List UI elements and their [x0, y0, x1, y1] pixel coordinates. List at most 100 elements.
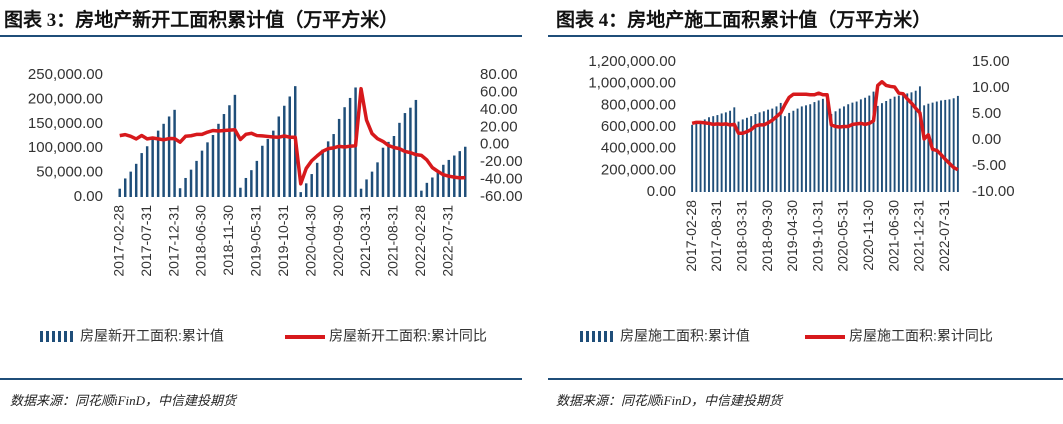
y2-tick-label: 60.00	[480, 83, 518, 100]
bar	[458, 151, 462, 197]
footer-rule	[548, 378, 1063, 380]
bar	[387, 141, 390, 197]
bar	[927, 103, 930, 192]
bar	[206, 142, 209, 197]
bar	[695, 122, 698, 192]
bar	[414, 99, 418, 197]
y2-tick-label: -20.00	[480, 153, 523, 170]
legend-label: 房屋施工面积:累计值	[620, 328, 750, 344]
bar	[332, 134, 335, 197]
x-tick-label: 2018-11-30	[220, 205, 236, 276]
bar	[167, 116, 171, 197]
bar	[746, 117, 748, 192]
x-tick-label: 2017-02-28	[110, 205, 126, 277]
y2-tick-label: -40.00	[480, 171, 523, 188]
bar	[425, 182, 429, 197]
bar	[250, 170, 253, 197]
bar	[211, 135, 215, 197]
y2-tick-label: 20.00	[480, 118, 518, 135]
x-tick-label: 2018-06-30	[193, 205, 209, 277]
y-tick-label: 200,000.00	[601, 161, 676, 178]
bar	[228, 105, 231, 197]
y2-tick-label: -10.00	[972, 183, 1015, 200]
bar	[381, 147, 385, 197]
bar	[365, 179, 368, 197]
bar	[151, 139, 154, 197]
legend-swatch	[610, 331, 613, 342]
y-tick-label: 1,200,000.00	[588, 53, 676, 70]
x-tick-label: 2017-07-31	[138, 205, 154, 277]
bar	[691, 124, 694, 192]
bar	[703, 119, 706, 192]
bar	[923, 105, 926, 192]
bar	[902, 94, 904, 192]
bar	[868, 95, 871, 192]
bar	[885, 101, 888, 192]
y2-tick-label: 5.00	[972, 105, 1001, 122]
bar	[817, 100, 820, 192]
legend-swatch	[52, 331, 55, 342]
bar	[830, 114, 833, 192]
x-tick-label: 2019-10-31	[275, 205, 291, 277]
bar	[720, 113, 723, 192]
bar	[118, 188, 121, 197]
bar	[737, 121, 740, 192]
y2-tick-label: 10.00	[972, 79, 1010, 96]
x-tick-label: 2021-06-30	[885, 200, 901, 272]
bar	[893, 96, 896, 192]
bar	[217, 123, 220, 197]
bar	[299, 192, 302, 197]
bar	[712, 116, 715, 192]
bar	[881, 103, 883, 192]
line-series	[119, 86, 466, 186]
bar	[796, 108, 799, 192]
bar	[261, 145, 264, 197]
bar	[872, 91, 875, 192]
bar	[255, 160, 259, 197]
legend-swatch	[604, 331, 607, 342]
bar	[783, 116, 786, 192]
bar	[442, 164, 445, 197]
x-tick-label: 2019-04-30	[784, 200, 800, 272]
y-tick-label: 150,000.00	[28, 115, 103, 132]
bar	[189, 169, 193, 197]
bar	[370, 171, 374, 197]
bar	[123, 178, 127, 197]
bar	[944, 99, 947, 192]
legend-swatch	[64, 331, 67, 342]
bar	[821, 98, 824, 192]
bar	[847, 104, 850, 192]
y2-tick-label: -60.00	[480, 188, 523, 205]
y-tick-label: 100,000.00	[28, 139, 103, 156]
x-tick-label: 2022-07-31	[440, 205, 456, 277]
y-tick-label: 0.00	[74, 188, 103, 205]
legend-swatch	[598, 331, 601, 342]
bar	[914, 90, 917, 192]
bar	[288, 96, 291, 197]
x-tick-label: 2021-08-31	[385, 205, 401, 277]
bar	[266, 138, 270, 197]
bar	[935, 101, 938, 192]
legend-swatch	[70, 331, 73, 342]
bar	[956, 95, 959, 192]
bar	[724, 112, 727, 192]
y-tick-label: 0.00	[647, 183, 676, 200]
bar	[129, 171, 132, 197]
bar	[222, 114, 226, 197]
bar	[343, 107, 346, 197]
bar	[897, 95, 900, 192]
x-tick-label: 2021-12-31	[911, 200, 927, 272]
x-tick-label: 2021-03-31	[357, 205, 373, 277]
bar	[876, 105, 879, 192]
bar	[195, 160, 198, 197]
y2-tick-label: 0.00	[972, 131, 1001, 148]
bar	[145, 146, 149, 197]
bar	[859, 99, 862, 192]
bar	[420, 190, 423, 197]
legend-swatch	[580, 331, 583, 342]
y-tick-label: 50,000.00	[36, 164, 103, 181]
footer-rule	[0, 378, 522, 380]
x-tick-label: 2020-05-31	[835, 200, 851, 272]
x-tick-label: 2017-02-28	[683, 200, 699, 272]
